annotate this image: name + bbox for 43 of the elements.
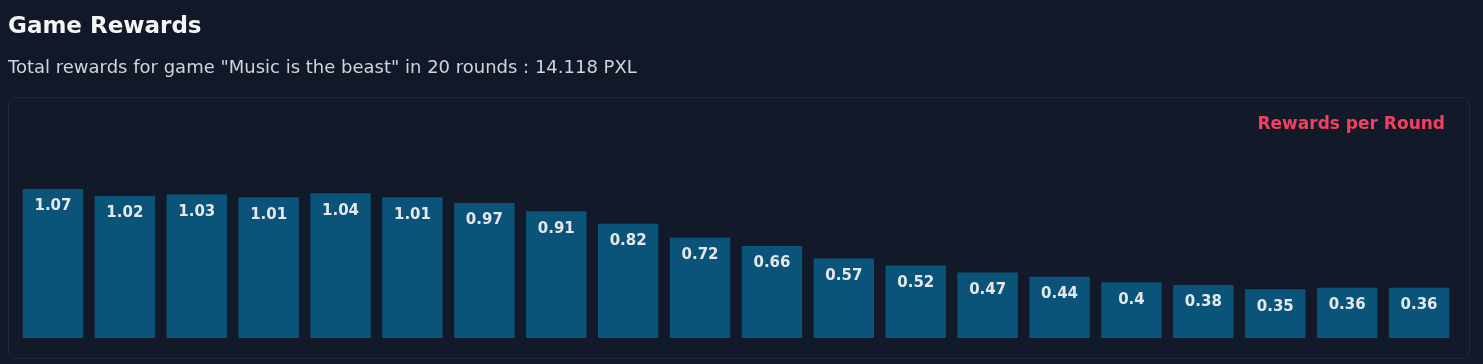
data-label: 1.07: [34, 196, 72, 215]
data-label: 0.47: [969, 279, 1007, 298]
bar: [1245, 289, 1306, 338]
chart-title: Game Rewards: [7, 11, 203, 38]
bar: [238, 197, 299, 338]
bar: [885, 265, 946, 338]
data-label: 0.97: [465, 210, 503, 229]
bar: [454, 202, 515, 338]
bar: [669, 237, 731, 338]
bar: [957, 272, 1018, 338]
bar: [1173, 285, 1234, 338]
bar: [1388, 287, 1450, 338]
data-label: 0.91: [537, 218, 575, 237]
data-label: 0.44: [1041, 284, 1079, 303]
data-label: 0.36: [1328, 295, 1366, 314]
bar: [1316, 287, 1378, 338]
data-label: 0.35: [1256, 296, 1294, 315]
data-label: 1.04: [322, 200, 360, 219]
data-label: 0.66: [753, 253, 791, 272]
bar: [741, 246, 803, 338]
chart-subtitle: Total rewards for game "Music is the beast" in 20 rounds : 14.118 PXL: [7, 55, 638, 77]
bar: [1101, 282, 1162, 338]
bar: [166, 194, 227, 338]
data-label: 1.03: [178, 201, 216, 220]
data-label: 1.01: [393, 204, 431, 223]
data-label: 1.02: [106, 203, 144, 222]
text: Rewards per Round: [1257, 112, 1445, 133]
data-label: 0.38: [1184, 292, 1222, 311]
bar: [310, 193, 371, 338]
data-label: 0.72: [681, 245, 719, 264]
bar: [94, 195, 156, 338]
data-label: 0.82: [609, 231, 647, 250]
data-label: 1.01: [250, 204, 288, 223]
data-label: 0.57: [825, 266, 863, 284]
bar: [1029, 276, 1090, 338]
bar: [22, 188, 84, 338]
bar: [526, 211, 587, 338]
bar: [813, 258, 875, 338]
bar: [382, 197, 443, 338]
bar: [597, 223, 659, 338]
data-label: 0.52: [897, 272, 935, 291]
data-label: 0.4: [1118, 289, 1145, 308]
data-label: 0.36: [1400, 295, 1438, 314]
